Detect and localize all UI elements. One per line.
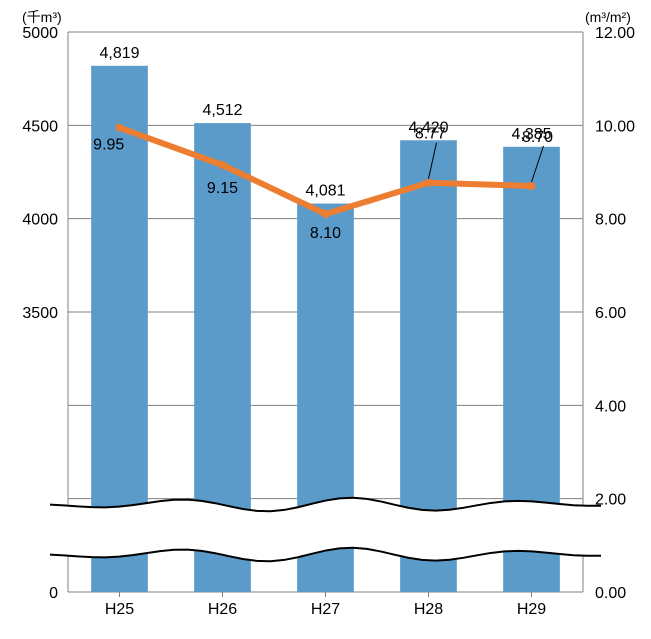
chart-container: 3500 4000 4500 5000 0 0.00 2.00 4.00 6.00 8.00 10.… — [0, 0, 651, 639]
line-value-label: 8.70 — [522, 129, 553, 146]
line-marker — [219, 161, 227, 169]
ytick-left: 4000 — [22, 212, 58, 229]
ytick-right: 12.00 — [595, 25, 635, 42]
left-axis-unit: (千m³) — [22, 9, 62, 25]
line-marker — [425, 179, 433, 187]
ytick-right: 4.00 — [595, 398, 626, 415]
category-label: H28 — [414, 601, 443, 618]
line-marker — [322, 210, 330, 218]
ytick-right: 2.00 — [595, 492, 626, 509]
ytick-left: 3500 — [22, 305, 58, 322]
line-value-label: 8.10 — [310, 225, 341, 242]
line-value-label: 9.95 — [93, 137, 124, 154]
ytick-right: 6.00 — [595, 305, 626, 322]
line-value-label: 8.77 — [415, 126, 446, 143]
category-label: H27 — [311, 601, 340, 618]
bar-value-label: 4,081 — [305, 183, 345, 200]
category-label: H26 — [208, 601, 237, 618]
chart-svg: 3500 4000 4500 5000 0 0.00 2.00 4.00 6.00 8.00 10.… — [0, 0, 651, 639]
ytick-left-zero: 0 — [49, 585, 58, 602]
line-marker — [116, 124, 124, 132]
bar-value-label: 4,819 — [99, 45, 139, 62]
ytick-right: 10.00 — [595, 118, 635, 135]
line-marker — [528, 182, 536, 190]
line-value-label: 9.15 — [207, 180, 238, 197]
right-axis-unit: (m³/m²) — [585, 9, 631, 25]
ytick-left: 5000 — [22, 25, 58, 42]
bar-value-label: 4,512 — [202, 102, 242, 119]
ytick-right: 8.00 — [595, 212, 626, 229]
category-label: H29 — [517, 601, 546, 618]
ytick-right: 0.00 — [595, 585, 626, 602]
ytick-left: 4500 — [22, 118, 58, 135]
category-label: H25 — [105, 601, 134, 618]
